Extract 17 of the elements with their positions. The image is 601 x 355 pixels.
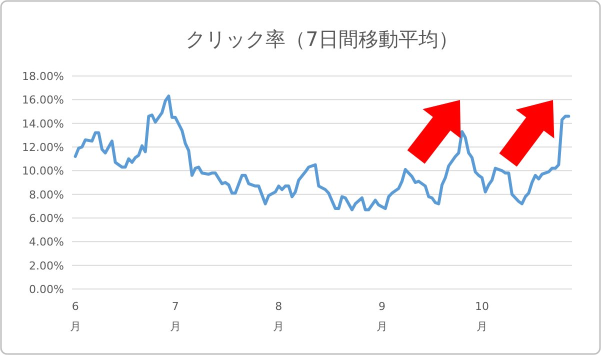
- y-tick-label: 6.00%: [29, 212, 64, 225]
- y-tick-label: 4.00%: [29, 236, 64, 249]
- y-tick-label: 0.00%: [29, 283, 64, 296]
- x-tick-label: 6 月: [70, 300, 81, 333]
- y-tick-label: 10.00%: [22, 164, 64, 178]
- x-tick-label: 9 月: [376, 300, 388, 333]
- x-tick-label: 10 月: [475, 300, 489, 333]
- line-series: [74, 94, 570, 212]
- x-tick-label: 7 月: [170, 300, 181, 333]
- chart-title: クリック率（7日間移動平均）: [186, 27, 458, 51]
- y-tick-label: 18.00%: [22, 70, 64, 83]
- y-tick-label: 16.00%: [22, 94, 64, 107]
- x-tick-label: 8 月: [273, 300, 284, 333]
- y-tick-label: 2.00%: [29, 259, 64, 272]
- y-tick-label: 12.00%: [22, 141, 64, 154]
- y-tick-label: 14.00%: [22, 117, 64, 130]
- y-tick-label: 8.00%: [29, 188, 64, 202]
